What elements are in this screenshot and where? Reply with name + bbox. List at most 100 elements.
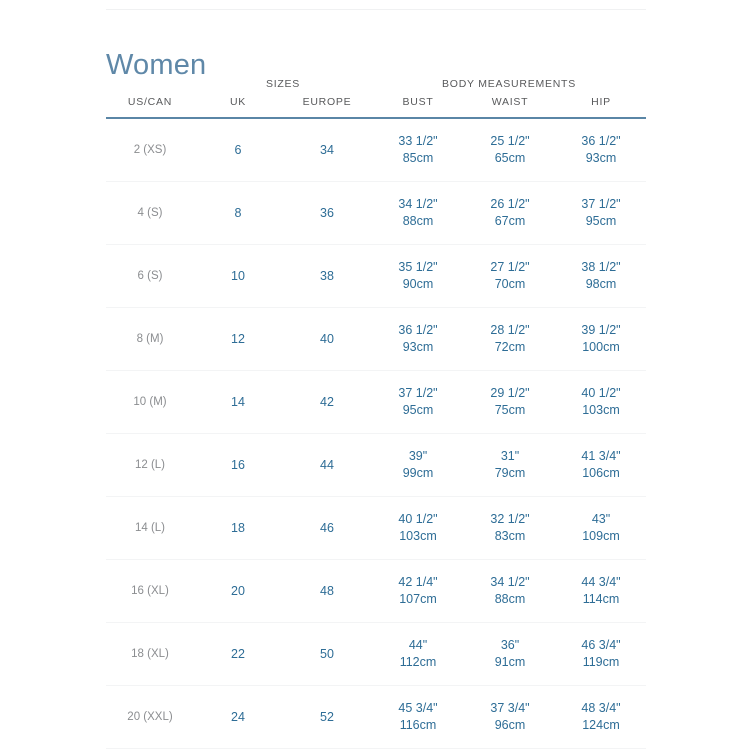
table-row: 18 (XL) 22 50 44" 112cm 36" 91cm 46 3/4" 119cm xyxy=(106,623,646,686)
cell-bust-inches: 33 1/2" xyxy=(398,134,438,148)
cell-bust-inches: 40 1/2" xyxy=(398,512,438,526)
cell-bust-cm: 99cm xyxy=(402,466,434,480)
size-chart-table-container: SIZES BODY MEASUREMENTS US/CAN UK EUROPE… xyxy=(106,78,646,749)
cell-bust-inches: 34 1/2" xyxy=(398,197,438,211)
table-row: 4 (S) 8 36 34 1/2" 88cm 26 1/2" 67cm 37 1/2" 95c… xyxy=(106,182,646,245)
cell-hip-inches: 43" xyxy=(591,512,611,526)
group-header-body-measurements: BODY MEASUREMENTS xyxy=(442,78,576,90)
table-row: 6 (S) 10 38 35 1/2" 90cm 27 1/2" 70cm 38 1/2" 98… xyxy=(106,245,646,308)
size-chart-table: SIZES BODY MEASUREMENTS US/CAN UK EUROPE… xyxy=(106,78,646,749)
table-row: 2 (XS) 6 34 33 1/2" 85cm 25 1/2" 65cm 36 1/2" 93… xyxy=(106,118,646,182)
cell-waist-inches: 25 1/2" xyxy=(490,134,530,148)
cell-hip-inches: 36 1/2" xyxy=(581,134,621,148)
cell-waist-inches: 37 3/4" xyxy=(490,701,530,715)
cell-uk: 22 xyxy=(231,646,245,661)
cell-hip-cm: 114cm xyxy=(582,592,620,606)
cell-waist: 32 1/2" 83cm xyxy=(464,497,556,560)
cell-waist-cm: 75cm xyxy=(494,403,526,417)
column-header-uk: UK xyxy=(194,96,282,119)
column-header-europe: EUROPE xyxy=(282,96,372,119)
cell-hip-inches: 48 3/4" xyxy=(581,701,621,715)
cell-uscan: 6 (S) xyxy=(137,269,163,282)
cell-hip: 43" 109cm xyxy=(556,497,646,560)
cell-europe: 52 xyxy=(320,709,334,724)
column-header-uscan: US/CAN xyxy=(106,96,194,119)
cell-waist-inches: 36" xyxy=(500,638,520,652)
cell-europe: 36 xyxy=(320,205,334,220)
cell-uk: 10 xyxy=(231,268,245,283)
table-header: SIZES BODY MEASUREMENTS US/CAN UK EUROPE… xyxy=(106,78,646,119)
cell-waist-inches: 29 1/2" xyxy=(490,386,530,400)
cell-hip: 48 3/4" 124cm xyxy=(556,686,646,749)
cell-hip-cm: 93cm xyxy=(585,151,617,165)
cell-hip-inches: 44 3/4" xyxy=(581,575,621,589)
cell-waist-inches: 27 1/2" xyxy=(490,260,530,274)
cell-bust-cm: 116cm xyxy=(399,718,437,732)
cell-uscan: 20 (XXL) xyxy=(127,710,173,723)
cell-waist-cm: 70cm xyxy=(494,277,526,291)
cell-uscan: 8 (M) xyxy=(136,332,164,345)
cell-hip-cm: 109cm xyxy=(582,529,620,543)
cell-waist: 37 3/4" 96cm xyxy=(464,686,556,749)
table-row: 10 (M) 14 42 37 1/2" 95cm 29 1/2" 75cm 40 1/2" 1… xyxy=(106,371,646,434)
cell-bust: 40 1/2" 103cm xyxy=(372,497,464,560)
cell-uk: 18 xyxy=(231,520,245,535)
cell-hip: 41 3/4" 106cm xyxy=(556,434,646,497)
group-header-sizes: SIZES xyxy=(265,78,301,90)
cell-bust-inches: 44" xyxy=(408,638,428,652)
table-row: 14 (L) 18 46 40 1/2" 103cm 32 1/2" 83cm 43" 109c… xyxy=(106,497,646,560)
cell-uscan: 4 (S) xyxy=(137,206,163,219)
cell-waist: 26 1/2" 67cm xyxy=(464,182,556,245)
cell-hip: 36 1/2" 93cm xyxy=(556,118,646,182)
cell-bust: 37 1/2" 95cm xyxy=(372,371,464,434)
cell-bust-cm: 103cm xyxy=(399,529,437,543)
cell-uscan: 18 (XL) xyxy=(131,647,169,660)
cell-bust-cm: 95cm xyxy=(402,403,434,417)
cell-hip-inches: 46 3/4" xyxy=(581,638,621,652)
cell-bust-inches: 37 1/2" xyxy=(398,386,438,400)
cell-bust-inches: 36 1/2" xyxy=(398,323,438,337)
cell-waist-cm: 79cm xyxy=(494,466,526,480)
cell-bust: 34 1/2" 88cm xyxy=(372,182,464,245)
cell-uk: 16 xyxy=(231,457,245,472)
group-header-row: SIZES BODY MEASUREMENTS xyxy=(106,78,646,96)
table-row: 8 (M) 12 40 36 1/2" 93cm 28 1/2" 72cm 39 1/2" 10… xyxy=(106,308,646,371)
cell-uk: 24 xyxy=(231,709,245,724)
table-row: 20 (XXL) 24 52 45 3/4" 116cm 37 3/4" 96cm 48 3/… xyxy=(106,686,646,749)
cell-bust: 44" 112cm xyxy=(372,623,464,686)
table-row: 12 (L) 16 44 39" 99cm 31" 79cm 41 3/4" 106cm xyxy=(106,434,646,497)
column-header-row: US/CAN UK EUROPE BUST WAIST HIP xyxy=(106,96,646,119)
column-header-bust: BUST xyxy=(372,96,464,119)
cell-europe: 40 xyxy=(320,331,334,346)
cell-bust-inches: 45 3/4" xyxy=(398,701,438,715)
cell-bust-inches: 42 1/4" xyxy=(398,575,438,589)
cell-hip-cm: 100cm xyxy=(582,340,620,354)
cell-waist: 25 1/2" 65cm xyxy=(464,118,556,182)
group-header-spacer xyxy=(106,78,194,96)
cell-hip: 38 1/2" 98cm xyxy=(556,245,646,308)
cell-waist-cm: 83cm xyxy=(494,529,526,543)
cell-waist: 28 1/2" 72cm xyxy=(464,308,556,371)
cell-waist: 36" 91cm xyxy=(464,623,556,686)
cell-europe: 50 xyxy=(320,646,334,661)
cell-waist-inches: 34 1/2" xyxy=(490,575,530,589)
cell-waist-inches: 26 1/2" xyxy=(490,197,530,211)
cell-bust: 42 1/4" 107cm xyxy=(372,560,464,623)
cell-hip-inches: 41 3/4" xyxy=(581,449,621,463)
cell-bust-cm: 112cm xyxy=(399,655,437,669)
top-divider xyxy=(106,9,646,10)
cell-uscan: 12 (L) xyxy=(134,458,166,471)
cell-bust: 45 3/4" 116cm xyxy=(372,686,464,749)
cell-europe: 46 xyxy=(320,520,334,535)
table-row: 16 (XL) 20 48 42 1/4" 107cm 34 1/2" 88cm 44 3/4… xyxy=(106,560,646,623)
table-body: 2 (XS) 6 34 33 1/2" 85cm 25 1/2" 65cm 36 1/2" 93… xyxy=(106,118,646,749)
cell-bust-cm: 107cm xyxy=(399,592,437,606)
cell-hip-cm: 106cm xyxy=(582,466,620,480)
cell-europe: 38 xyxy=(320,268,334,283)
cell-waist: 31" 79cm xyxy=(464,434,556,497)
cell-hip-cm: 95cm xyxy=(585,214,617,228)
cell-uscan: 10 (M) xyxy=(133,395,167,408)
cell-uk: 12 xyxy=(231,331,245,346)
cell-uk: 14 xyxy=(231,394,245,409)
